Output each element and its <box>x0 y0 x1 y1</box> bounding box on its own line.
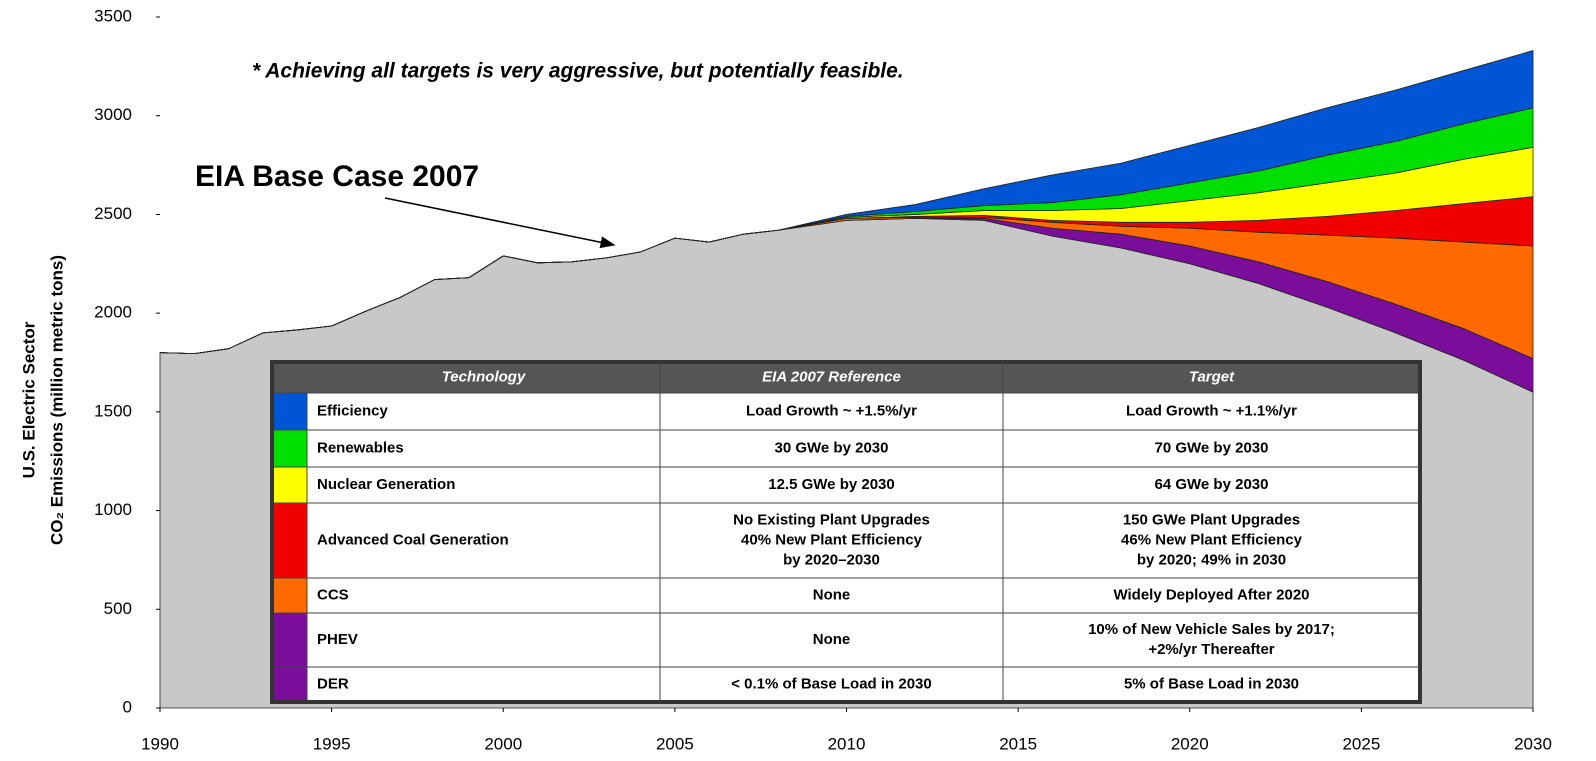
x-tick-label: 2020 <box>1171 734 1209 753</box>
target-cell: 70 GWe by 2030 <box>1155 439 1269 456</box>
legend-swatch <box>271 429 308 468</box>
reference-cell: 12.5 GWe by 2030 <box>768 476 894 493</box>
legend-swatch <box>271 392 308 431</box>
legend-swatch <box>271 577 308 614</box>
technology-cell: Efficiency <box>317 402 389 419</box>
y-tick-label: 0 <box>123 697 132 716</box>
reference-cell: 40% New Plant Efficiency <box>741 531 923 548</box>
area <box>159 50 1534 355</box>
target-cell: 64 GWe by 2030 <box>1155 476 1269 493</box>
y-tick-label: 2000 <box>94 303 132 322</box>
target-cell: 150 GWe Plant Upgrades <box>1123 511 1300 528</box>
reference-cell: No Existing Plant Upgrades <box>733 511 930 528</box>
reference-cell: < 0.1% of Base Load in 2030 <box>731 675 932 692</box>
y-tick-label: 2500 <box>94 204 132 223</box>
x-tick-label: 2005 <box>656 734 694 753</box>
header-cell: Technology <box>442 368 526 385</box>
table-header <box>272 362 1420 393</box>
legend-swatch <box>271 612 308 668</box>
row-bg <box>306 392 1421 431</box>
y-tick-label: 1000 <box>94 500 132 519</box>
x-tick-label: 2025 <box>1342 734 1380 753</box>
target-cell: by 2020; 49% in 2030 <box>1137 551 1286 568</box>
note: * Achieving all targets is very aggressi… <box>252 60 904 83</box>
target-cell: +2%/yr Thereafter <box>1148 641 1274 658</box>
technology-cell: DER <box>317 675 349 692</box>
y-tick-label: 3500 <box>94 6 132 25</box>
y-tick-label: 1500 <box>94 401 132 420</box>
legend-swatch <box>271 502 308 579</box>
reference-cell: Load Growth ~ +1.5%/yr <box>746 402 917 419</box>
y-tick-label: 500 <box>104 599 132 618</box>
technology-cell: PHEV <box>317 631 358 648</box>
base-case-label: EIA Base Case 2007 <box>195 160 479 193</box>
technology-cell: Nuclear Generation <box>317 476 455 493</box>
x-tick-label: 2010 <box>828 734 866 753</box>
x-tick-label: 2030 <box>1514 734 1552 753</box>
legend-swatch <box>271 466 308 504</box>
x-tick-label: 1990 <box>141 734 179 753</box>
technology-cell: Renewables <box>317 439 404 456</box>
target-cell: 46% New Plant Efficiency <box>1121 531 1303 548</box>
table-border <box>270 360 1422 704</box>
y-tick-label: 3000 <box>94 105 132 124</box>
row-bg <box>306 666 1421 703</box>
target-cell: Load Growth ~ +1.1%/yr <box>1126 402 1297 419</box>
legend-swatch <box>271 666 308 703</box>
table: Technology EIA 2007 Reference Target Effici… <box>270 360 1422 704</box>
arrow <box>384 197 616 249</box>
y-axis-label: CO₂ Emissions (million metric tons) <box>47 255 66 545</box>
x-tick-label: 1995 <box>313 734 351 753</box>
row-bg <box>306 612 1421 668</box>
x-tick-label: 2015 <box>999 734 1037 753</box>
technology-cell: CCS <box>317 586 349 603</box>
technology-cell: Advanced Coal Generation <box>317 531 509 548</box>
header-cell: Target <box>1189 368 1235 385</box>
row-bg <box>306 577 1421 614</box>
reference-cell: 30 GWe by 2030 <box>775 439 889 456</box>
header-cell: EIA 2007 Reference <box>762 368 901 385</box>
reference-cell: None <box>813 631 851 648</box>
x-tick-label: 2000 <box>484 734 522 753</box>
y-axis-label: U.S. Electric Sector <box>19 321 38 478</box>
target-cell: 10% of New Vehicle Sales by 2017; <box>1088 621 1335 638</box>
reference-cell: None <box>813 586 851 603</box>
reference-cell: by 2020–2030 <box>783 551 880 568</box>
target-cell: 5% of Base Load in 2030 <box>1124 675 1299 692</box>
target-cell: Widely Deployed After 2020 <box>1113 586 1309 603</box>
